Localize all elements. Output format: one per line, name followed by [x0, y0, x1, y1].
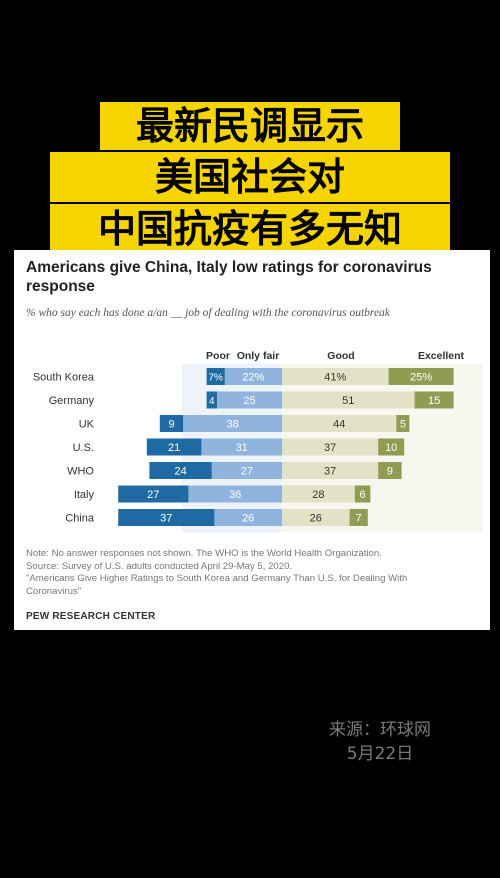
- bar-only-fair-germany: [217, 391, 282, 409]
- label-poor-italy: 27: [147, 489, 159, 501]
- label-excellent-uk: 5: [400, 419, 406, 431]
- category-label-who: WHO: [67, 466, 94, 478]
- label-good-south-korea: 41%: [324, 372, 346, 384]
- source-caption: 来源：环球网 5月22日: [300, 718, 460, 766]
- bar-only-fair-who: [211, 462, 282, 479]
- label-poor-south-korea: 7%: [208, 373, 223, 384]
- legend-good: Good: [327, 350, 354, 362]
- source-caption-line-1: 来源：环球网: [329, 720, 431, 740]
- bar-good-who: [282, 462, 379, 479]
- category-label-germany: Germany: [49, 395, 95, 407]
- chart-title: Americans give China, Italy low ratings …: [26, 259, 432, 295]
- label-good-uk: 44: [333, 419, 345, 431]
- category-label-u-s: U.S.: [73, 442, 94, 454]
- bar-excellent-china: [349, 509, 368, 526]
- bar-only-fair-italy: [188, 485, 282, 503]
- label-good-italy: 28: [312, 489, 324, 501]
- label-only-fair-italy: 36: [229, 489, 241, 501]
- label-excellent-u-s: 10: [385, 442, 397, 454]
- bar-good-china: [282, 509, 350, 526]
- bar-only-fair-u-s: [201, 438, 282, 456]
- bar-excellent-who: [378, 462, 402, 479]
- bar-good-south-korea: [282, 368, 389, 385]
- label-only-fair-china: 26: [242, 513, 254, 525]
- bar-good-uk: [282, 415, 397, 432]
- label-good-germany: 51: [342, 395, 354, 407]
- report-title-line: "Americans Give Higher Ratings to South …: [26, 573, 408, 584]
- label-only-fair-south-korea: 22%: [242, 372, 264, 384]
- label-excellent-germany: 15: [428, 395, 440, 407]
- category-label-uk: UK: [79, 419, 95, 431]
- diverging-bar-chart: Poor Only fair Good Excellent South Korea 22%…: [33, 350, 482, 533]
- bar-poor-italy: [118, 485, 189, 503]
- legend-excellent: Excellent: [418, 350, 465, 362]
- category-label-china: China: [65, 513, 95, 525]
- bar-poor-uk: [159, 415, 184, 432]
- label-only-fair-uk: 38: [226, 419, 238, 431]
- bar-excellent-south-korea: [388, 368, 454, 385]
- category-label-south-korea: South Korea: [33, 372, 95, 384]
- bar-good-germany: [282, 391, 415, 409]
- chart-notes: Note: No answer responses not shown. The…: [26, 548, 481, 598]
- bar-good-italy: [282, 485, 355, 503]
- bar-poor-china: [118, 509, 215, 526]
- label-poor-who: 24: [174, 466, 186, 478]
- note-line: Note: No answer responses not shown. The…: [26, 548, 382, 559]
- label-excellent-south-korea: 25%: [410, 372, 432, 384]
- legend-only-fair: Only fair: [237, 350, 280, 362]
- label-poor-uk: 9: [168, 419, 174, 431]
- label-only-fair-germany: 25: [243, 395, 255, 407]
- source-caption-date: 5月22日: [346, 744, 414, 764]
- bar-good-u-s: [282, 438, 379, 456]
- bar-only-fair-south-korea: [224, 368, 282, 385]
- legend-poor: Poor: [206, 350, 230, 362]
- headline-line-1: 最新民调显示: [100, 102, 400, 150]
- label-good-u-s: 37: [324, 442, 336, 454]
- bar-only-fair-china: [214, 509, 282, 526]
- label-poor-germany: 4: [209, 396, 215, 407]
- bar-poor-south-korea: [206, 368, 225, 385]
- label-only-fair-who: 27: [241, 466, 253, 478]
- label-good-china: 26: [310, 513, 322, 525]
- label-poor-u-s: 21: [168, 442, 180, 454]
- label-only-fair-u-s: 31: [236, 442, 248, 454]
- label-good-who: 37: [324, 466, 336, 478]
- category-label-italy: Italy: [74, 489, 95, 501]
- bar-excellent-germany: [414, 391, 454, 409]
- label-excellent-china: 7: [356, 513, 362, 525]
- label-excellent-who: 9: [387, 466, 393, 478]
- chart-card: Americans give China, Italy low ratings …: [14, 250, 490, 630]
- bar-poor-germany: [206, 391, 217, 409]
- bar-excellent-u-s: [378, 438, 405, 456]
- source-line: Source: Survey of U.S. adults conducted …: [26, 560, 293, 572]
- bar-excellent-uk: [396, 415, 410, 432]
- label-excellent-italy: 6: [360, 489, 366, 501]
- chart-subtitle: % who say each has done a/an __ job of d…: [26, 307, 390, 319]
- label-poor-china: 37: [160, 513, 172, 525]
- headline-line-2: 美国社会对: [50, 152, 450, 202]
- report-title-line-cont: Coronavirus": [26, 585, 82, 597]
- bar-poor-who: [149, 462, 212, 479]
- headline-line-3: 中国抗疫有多无知: [50, 204, 450, 254]
- bar-poor-u-s: [146, 438, 202, 456]
- bar-excellent-italy: [354, 485, 371, 503]
- bar-only-fair-uk: [183, 415, 282, 432]
- pew-footer: PEW RESEARCH CENTER: [26, 611, 156, 622]
